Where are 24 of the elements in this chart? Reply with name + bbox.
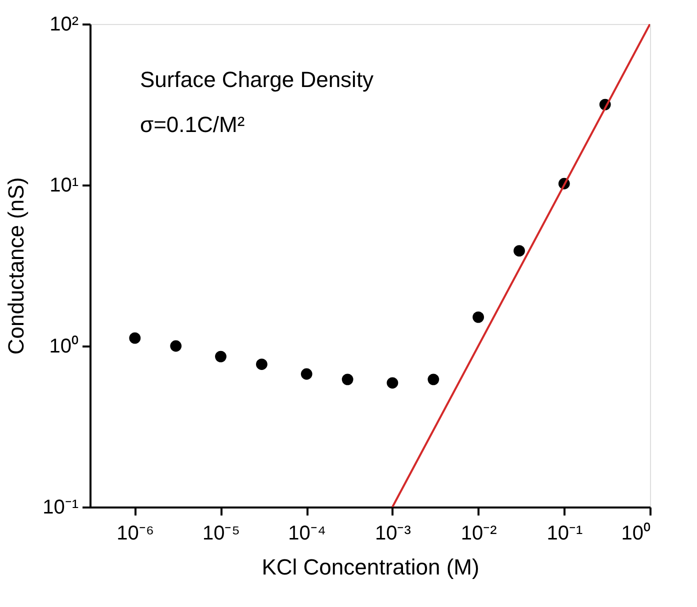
point xyxy=(386,377,398,389)
point xyxy=(514,245,525,257)
y-tick-label: 10⁻¹ xyxy=(42,496,79,518)
point xyxy=(472,311,484,323)
x-tick-label: 10⁻² xyxy=(460,522,498,544)
annotation: σ=0.1C/M² xyxy=(140,112,245,137)
x-tick-label: 10⁻⁵ xyxy=(202,522,240,544)
x-tick-label: 10⁻⁴ xyxy=(288,522,326,544)
x-axis-title: KCl Concentration (M) xyxy=(262,554,480,580)
y-tick-label: 10¹ xyxy=(50,174,79,196)
y-axis-title: Conductance (nS) xyxy=(4,177,29,355)
x-tick-label: 10⁻³ xyxy=(374,522,412,544)
y-tick-label: 10² xyxy=(50,14,79,36)
point xyxy=(256,358,268,370)
x-tick-label: 10⁻⁶ xyxy=(116,522,154,544)
y-tick-label: 10⁰ xyxy=(49,334,78,358)
annotation: Surface Charge Density xyxy=(140,67,374,92)
point xyxy=(215,350,226,362)
x-tick-label: 10⁻¹ xyxy=(546,522,583,544)
point xyxy=(342,374,354,386)
point xyxy=(300,368,312,380)
point xyxy=(129,332,141,344)
x-tick-label: 10⁰ xyxy=(621,522,650,544)
point xyxy=(428,374,440,386)
